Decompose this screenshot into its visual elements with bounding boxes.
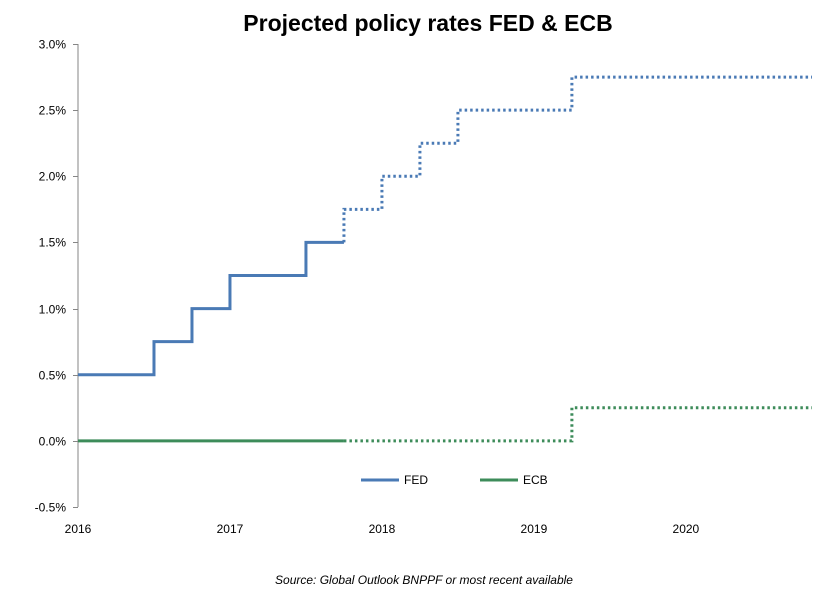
legend-fed-label: FED [404, 473, 428, 487]
fed-series-line [78, 240, 344, 377]
x-tick-label: 2019 [521, 522, 548, 536]
x-tick-label: 2017 [217, 522, 244, 536]
ecb-projection-line [343, 406, 812, 443]
legend: FED ECB [361, 473, 548, 487]
y-tick-label: 1.0% [39, 303, 67, 317]
legend-ecb-label: ECB [523, 473, 548, 487]
x-tick-label: 2016 [65, 522, 92, 536]
source-note: Source: Global Outlook BNPPF or most rec… [275, 573, 573, 587]
series-layer [78, 75, 812, 443]
fed-projection-line [342, 75, 812, 243]
chart-title: Projected policy rates FED & ECB [243, 10, 613, 36]
y-tick-label: 0.0% [39, 435, 67, 449]
y-tick-label: 2.5% [39, 104, 67, 118]
y-tick-label: 2.0% [39, 170, 67, 184]
axes: -0.5% 0.0% 0.5% 1.0% 1.5% 2.0% 2.5% 3.0% 2016 201… [35, 38, 700, 537]
x-tick-label: 2020 [673, 522, 700, 536]
x-tick-label: 2018 [369, 522, 396, 536]
y-tick-label: 1.5% [39, 236, 67, 250]
y-tick-label: 0.5% [39, 369, 67, 383]
y-tick-label: -0.5% [35, 501, 67, 515]
y-tick-label: 3.0% [39, 38, 67, 52]
